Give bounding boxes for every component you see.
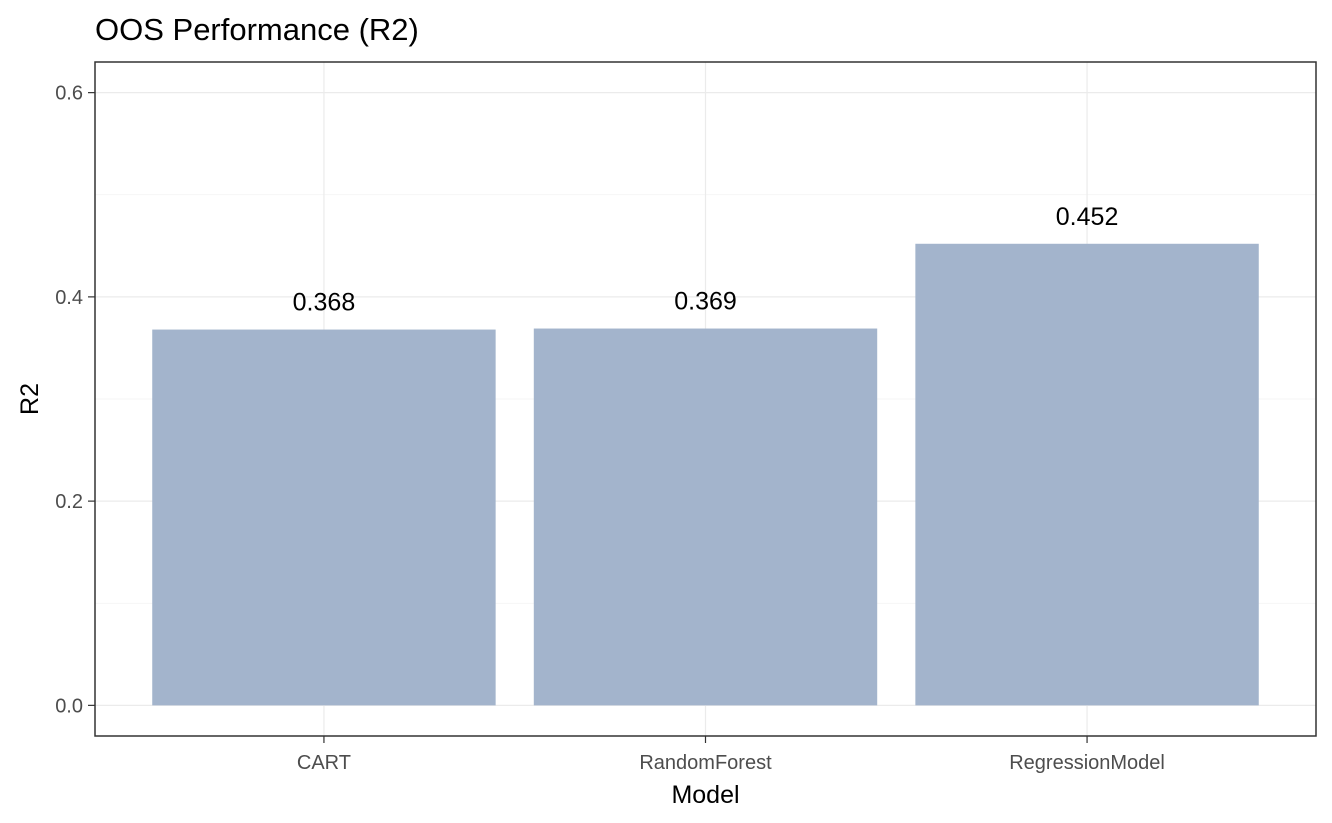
y-tick-label: 0.4 bbox=[55, 287, 83, 309]
y-axis: 0.0 0.2 0.4 0.6 bbox=[55, 83, 95, 717]
y-tick-label: 0.6 bbox=[55, 83, 83, 105]
data-label-randomforest: 0.369 bbox=[674, 288, 737, 316]
bars bbox=[152, 243, 1259, 706]
data-label-regressionmodel: 0.452 bbox=[1056, 203, 1119, 231]
bar-randomforest bbox=[533, 328, 878, 706]
y-tick-label: 0.0 bbox=[55, 695, 83, 717]
bar-regressionmodel bbox=[915, 243, 1259, 706]
bar-cart bbox=[152, 329, 496, 706]
x-axis-title: Model bbox=[671, 781, 739, 809]
x-tick-label: CART bbox=[297, 752, 351, 774]
y-tick-label: 0.2 bbox=[55, 491, 83, 513]
data-label-cart: 0.368 bbox=[293, 289, 356, 317]
x-axis: CART RandomForest RegressionModel bbox=[297, 736, 1165, 774]
data-labels: 0.368 0.369 0.452 bbox=[293, 203, 1119, 317]
x-tick-label: RegressionModel bbox=[1009, 752, 1165, 774]
x-tick-label: RandomForest bbox=[639, 752, 772, 774]
y-axis-title: R2 bbox=[16, 383, 44, 415]
chart-title: OOS Performance (R2) bbox=[95, 12, 419, 47]
